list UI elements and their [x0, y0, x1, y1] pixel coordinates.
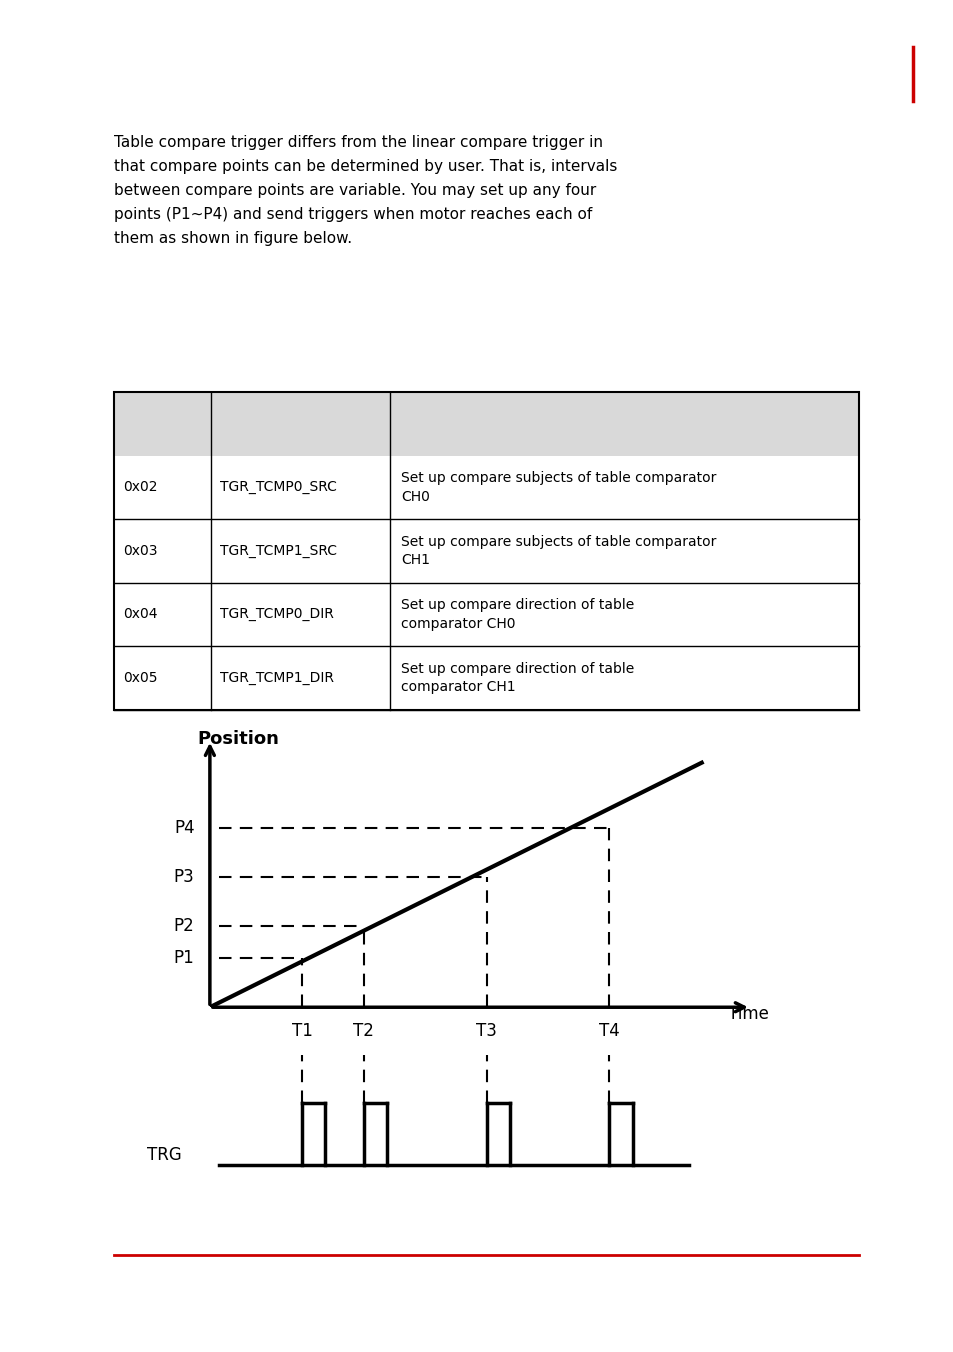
Text: Set up compare subjects of table comparator
CH0: Set up compare subjects of table compara… — [400, 472, 716, 503]
Text: Position: Position — [197, 730, 279, 748]
Text: P2: P2 — [173, 917, 194, 934]
Text: Set up compare direction of table
comparator CH1: Set up compare direction of table compar… — [400, 662, 634, 694]
Text: Time: Time — [728, 1005, 768, 1022]
Text: 0x02: 0x02 — [123, 480, 158, 495]
Text: 0x04: 0x04 — [123, 607, 158, 622]
Text: Table compare trigger differs from the linear compare trigger in
that compare po: Table compare trigger differs from the l… — [114, 135, 618, 246]
Bar — [114, 392, 858, 456]
Text: 0x05: 0x05 — [123, 671, 158, 685]
Text: 0x03: 0x03 — [123, 544, 158, 558]
Text: TGR_TCMP1_DIR: TGR_TCMP1_DIR — [220, 671, 334, 685]
Text: T3: T3 — [476, 1022, 497, 1040]
Text: TRG: TRG — [148, 1146, 182, 1164]
Text: T1: T1 — [292, 1022, 313, 1040]
Text: TGR_TCMP0_SRC: TGR_TCMP0_SRC — [220, 480, 336, 495]
Text: P3: P3 — [173, 868, 194, 886]
Text: Set up compare direction of table
comparator CH0: Set up compare direction of table compar… — [400, 599, 634, 630]
Text: Set up compare subjects of table comparator
CH1: Set up compare subjects of table compara… — [400, 535, 716, 566]
Text: TGR_TCMP1_SRC: TGR_TCMP1_SRC — [220, 544, 336, 558]
Text: P1: P1 — [173, 949, 194, 967]
Text: T2: T2 — [353, 1022, 374, 1040]
Text: P4: P4 — [173, 819, 194, 837]
Text: T4: T4 — [598, 1022, 619, 1040]
Text: TGR_TCMP0_DIR: TGR_TCMP0_DIR — [220, 607, 334, 622]
